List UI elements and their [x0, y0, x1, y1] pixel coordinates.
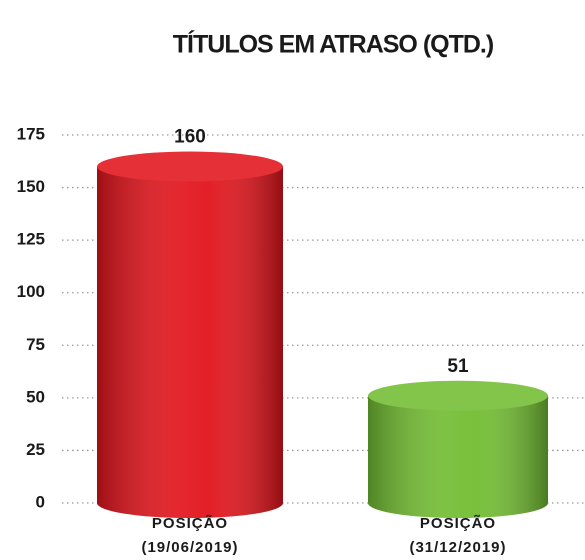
bar-top-shade [97, 151, 283, 182]
y-tick-label: 100 [17, 282, 45, 301]
bar-shade [368, 395, 548, 503]
value-label: 51 [447, 356, 469, 377]
y-tick-label: 150 [17, 177, 45, 196]
x-tick-label: POSIÇÃO (31/12/2019) [409, 514, 506, 556]
y-tick-label: 75 [26, 335, 45, 354]
y-tick-label: 125 [17, 230, 45, 249]
y-tick-label: 0 [36, 492, 45, 511]
value-label: 160 [174, 127, 206, 148]
chart-title: TÍTULOS EM ATRASO (QTD.) [173, 30, 494, 59]
bar-top-shade [368, 380, 548, 411]
bar-top [97, 151, 283, 182]
x-tick-label: POSIÇÃO (19/06/2019) [141, 514, 238, 556]
y-tick-label: 25 [26, 440, 45, 459]
y-tick-label: 175 [17, 124, 45, 143]
bar-shade [97, 166, 283, 504]
y-tick-label: 50 [26, 387, 45, 406]
bar-top [368, 380, 548, 411]
